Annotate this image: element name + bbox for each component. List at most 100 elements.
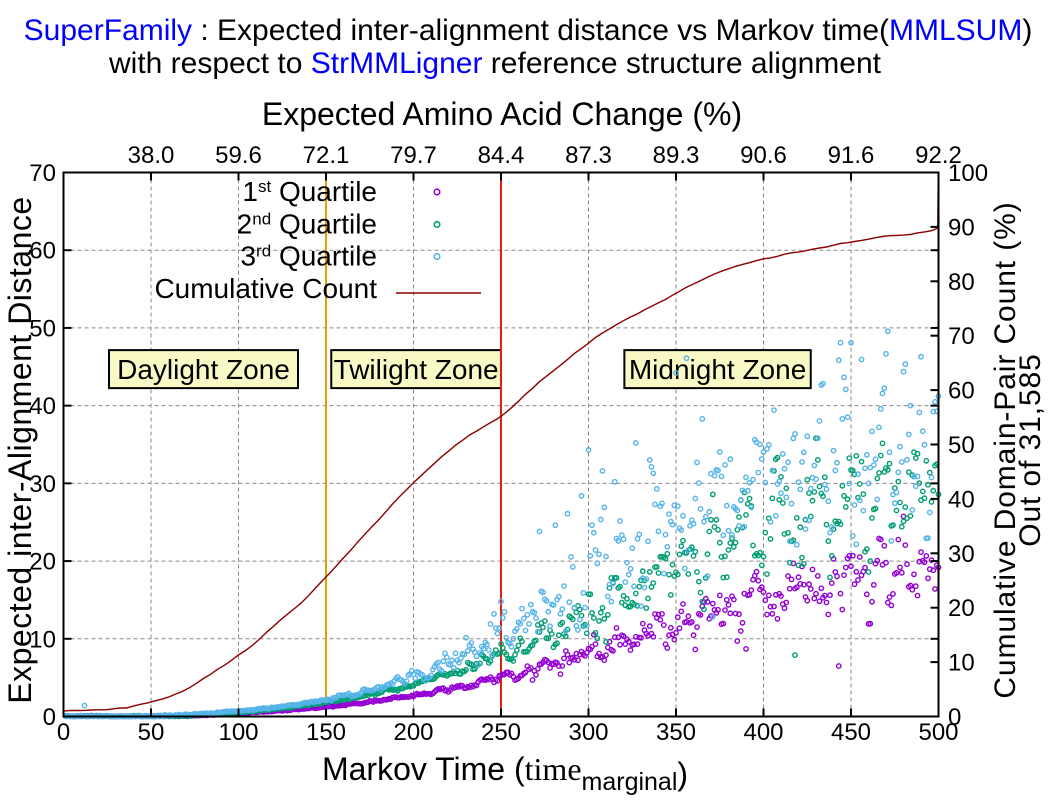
data-point xyxy=(827,592,833,599)
data-point xyxy=(790,560,797,567)
data-point xyxy=(884,599,891,606)
data-point xyxy=(884,328,891,335)
data-point xyxy=(753,568,760,575)
data-point xyxy=(898,569,905,576)
data-point xyxy=(701,606,707,613)
data-point xyxy=(664,645,671,651)
data-point xyxy=(603,553,609,560)
data-point xyxy=(895,478,902,485)
data-point xyxy=(597,516,604,523)
data-point xyxy=(897,499,903,506)
data-point xyxy=(785,529,791,536)
data-point xyxy=(746,479,753,486)
data-point xyxy=(690,520,697,527)
data-point xyxy=(930,567,937,574)
title-line2-part-0: with respect to xyxy=(108,47,311,80)
x-tick-label-150: 150 xyxy=(306,719,346,746)
data-point xyxy=(708,516,714,523)
data-point xyxy=(666,511,672,517)
data-point xyxy=(452,650,459,657)
data-point xyxy=(746,495,753,502)
data-point xyxy=(657,616,664,623)
chart-title-line1: SuperFamily : Expected inter-alignment d… xyxy=(24,14,1033,48)
data-point xyxy=(685,547,692,554)
data-point xyxy=(877,452,884,459)
data-point xyxy=(888,602,895,609)
data-point xyxy=(711,524,718,530)
data-point xyxy=(771,603,777,610)
data-point xyxy=(617,583,623,590)
data-point xyxy=(428,672,434,679)
data-point xyxy=(925,535,931,541)
zone-box-0 xyxy=(108,349,299,390)
data-point xyxy=(676,551,683,558)
data-point xyxy=(757,441,763,448)
data-point xyxy=(711,472,718,479)
data-point xyxy=(643,576,650,582)
data-point xyxy=(905,469,912,475)
data-point xyxy=(716,449,723,455)
data-point xyxy=(841,572,847,578)
data-point xyxy=(729,532,735,538)
data-point xyxy=(631,641,637,648)
data-point xyxy=(669,561,676,568)
data-point xyxy=(464,647,471,654)
data-point xyxy=(697,505,704,512)
data-point xyxy=(785,573,791,579)
data-point xyxy=(667,592,674,598)
data-point xyxy=(844,414,851,421)
x-tick-label-0: 0 xyxy=(57,719,70,746)
data-point xyxy=(534,629,541,635)
data-point xyxy=(772,512,779,519)
data-point xyxy=(673,370,679,376)
data-point xyxy=(484,641,490,648)
data-point xyxy=(494,677,501,684)
data-point xyxy=(793,515,800,521)
data-point xyxy=(809,497,816,504)
data-point xyxy=(757,549,763,556)
data-point xyxy=(895,536,902,543)
data-point xyxy=(688,619,695,625)
data-point xyxy=(853,452,860,459)
data-point xyxy=(650,470,657,477)
data-point xyxy=(811,489,818,495)
data-point xyxy=(725,547,732,553)
data-point xyxy=(517,620,524,627)
data-point xyxy=(830,447,837,454)
x2-tick-label-100: 59.6 xyxy=(215,142,262,169)
left-axis-label: Expected inter-Alignment Distance xyxy=(2,196,38,703)
data-point xyxy=(800,449,807,456)
data-point xyxy=(620,633,627,640)
plot-frame-layer xyxy=(62,171,940,718)
data-point xyxy=(674,571,681,578)
data-point xyxy=(750,476,756,483)
data-point xyxy=(715,606,721,613)
data-point xyxy=(513,625,520,632)
data-point xyxy=(585,446,592,453)
data-point xyxy=(690,632,697,639)
data-point xyxy=(786,538,793,545)
data-point xyxy=(842,564,849,571)
data-point xyxy=(893,489,900,496)
data-point xyxy=(786,559,793,566)
data-point xyxy=(655,528,662,535)
data-point xyxy=(909,586,916,593)
data-point xyxy=(653,485,660,492)
data-point xyxy=(813,590,819,597)
data-point xyxy=(671,636,678,643)
data-point xyxy=(722,607,728,613)
data-point xyxy=(912,583,919,590)
data-point xyxy=(587,591,594,598)
x-tick-label-300: 300 xyxy=(568,719,608,746)
data-point xyxy=(821,474,828,481)
data-point xyxy=(667,624,674,631)
data-point xyxy=(914,592,921,599)
data-point xyxy=(788,576,795,583)
data-point xyxy=(692,495,699,502)
data-point xyxy=(659,500,665,507)
data-point xyxy=(900,368,907,375)
title-line1-part-0: SuperFamily xyxy=(23,14,193,47)
data-point xyxy=(583,630,590,637)
data-point xyxy=(902,361,909,368)
